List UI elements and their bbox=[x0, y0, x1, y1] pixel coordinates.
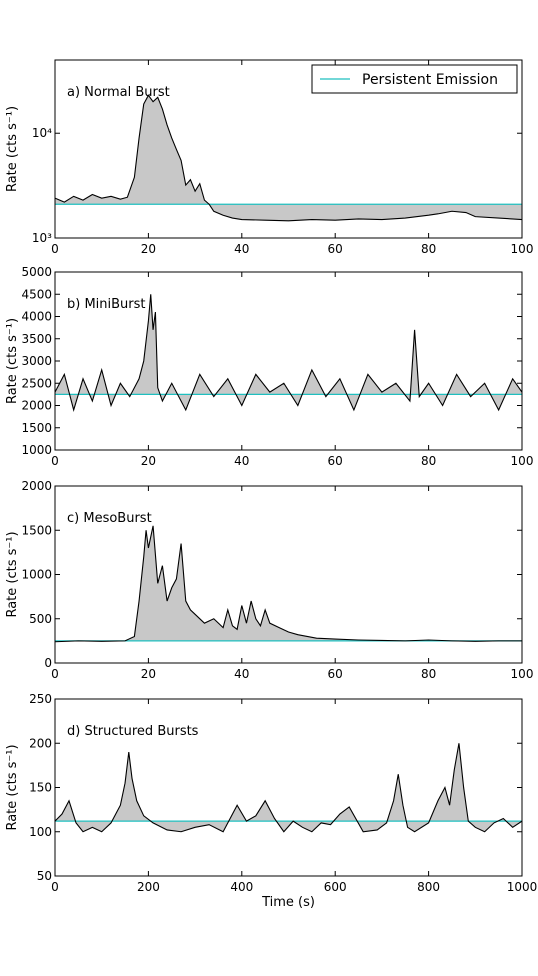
y-tick-label: 2000 bbox=[21, 399, 52, 413]
panel-1: 0 20 40 60 80 100 10³ 10⁴ Rate (cts s⁻¹) a) Norma… bbox=[5, 59, 534, 256]
y-tick-label: 4000 bbox=[21, 310, 52, 324]
x-tick-label: 200 bbox=[137, 880, 160, 894]
burst-fill bbox=[55, 294, 522, 410]
panel-title: b) MiniBurst bbox=[67, 297, 146, 312]
y-tick-label: 5000 bbox=[21, 265, 52, 279]
rate-series-line bbox=[54, 525, 522, 643]
y-tick-label: 0 bbox=[44, 656, 52, 670]
x-tick-label: 1000 bbox=[507, 880, 538, 894]
y-tick-label: 100 bbox=[29, 825, 52, 839]
y-axis-label: Rate (cts s⁻¹) bbox=[5, 318, 20, 404]
x-tick-label: 80 bbox=[421, 454, 436, 468]
x-tick-label: 60 bbox=[328, 242, 343, 256]
panel-4: 0 200 400 600 800 1000 50 100 150 200 250 Rate (cts… bbox=[5, 692, 537, 910]
y-tick-label: 150 bbox=[29, 781, 52, 795]
x-tick-label: 0 bbox=[51, 454, 59, 468]
burst-fill bbox=[55, 95, 522, 221]
y-tick-label: 2500 bbox=[21, 376, 52, 390]
rate-series-line bbox=[54, 743, 523, 833]
y-axis-label: Rate (cts s⁻¹) bbox=[5, 531, 20, 617]
y-tick-label: 3500 bbox=[21, 332, 52, 346]
legend: Persistent Emission bbox=[311, 64, 518, 94]
x-tick-label: 80 bbox=[421, 667, 436, 681]
x-tick-label: 100 bbox=[511, 242, 534, 256]
panel-title: d) Structured Bursts bbox=[67, 724, 199, 739]
y-tick-label: 1500 bbox=[21, 421, 52, 435]
y-tick-label: 10⁴ bbox=[32, 126, 52, 140]
panel-2: 0 20 40 60 80 100 1000 1500 2000 2500 3000 3500 4000… bbox=[5, 265, 533, 468]
y-tick-label: 10³ bbox=[32, 231, 52, 245]
burst-fill bbox=[55, 743, 522, 832]
x-tick-label: 20 bbox=[141, 242, 156, 256]
x-tick-label: 100 bbox=[511, 454, 534, 468]
rate-series-line bbox=[54, 294, 523, 412]
x-tick-label: 0 bbox=[51, 242, 59, 256]
y-tick-label: 50 bbox=[37, 869, 52, 883]
y-axis-label: Rate (cts s⁻¹) bbox=[5, 106, 20, 192]
x-tick-label: 600 bbox=[324, 880, 347, 894]
x-tick-label: 40 bbox=[234, 454, 249, 468]
x-tick-label: 60 bbox=[328, 454, 343, 468]
x-tick-label: 40 bbox=[234, 242, 249, 256]
x-tick-label: 100 bbox=[511, 667, 534, 681]
x-axis-label: Time (s) bbox=[261, 895, 315, 910]
rate-series-line bbox=[54, 94, 523, 222]
panel-title: a) Normal Burst bbox=[67, 85, 170, 100]
y-tick-label: 200 bbox=[29, 736, 52, 750]
y-tick-label: 1000 bbox=[21, 443, 52, 457]
y-tick-label: 1000 bbox=[21, 568, 52, 582]
y-tick-label: 500 bbox=[29, 612, 52, 626]
x-tick-label: 20 bbox=[141, 454, 156, 468]
legend-label: Persistent Emission bbox=[362, 72, 498, 88]
x-tick-label: 60 bbox=[328, 667, 343, 681]
y-tick-label: 3000 bbox=[21, 354, 52, 368]
y-tick-label: 2000 bbox=[21, 479, 52, 493]
x-tick-label: 0 bbox=[51, 880, 59, 894]
x-tick-label: 800 bbox=[417, 880, 440, 894]
x-tick-label: 40 bbox=[234, 667, 249, 681]
x-tick-label: 20 bbox=[141, 667, 156, 681]
x-tick-label: 80 bbox=[421, 242, 436, 256]
x-tick-label: 0 bbox=[51, 667, 59, 681]
y-tick-label: 4500 bbox=[21, 287, 52, 301]
burst-fill bbox=[55, 525, 522, 642]
y-tick-label: 1500 bbox=[21, 523, 52, 537]
axes-frame bbox=[54, 59, 523, 239]
y-axis-label: Rate (cts s⁻¹) bbox=[5, 744, 20, 830]
x-tick-label: 400 bbox=[230, 880, 253, 894]
y-tick-label: 250 bbox=[29, 692, 52, 706]
panel-title: c) MesoBurst bbox=[67, 511, 152, 526]
